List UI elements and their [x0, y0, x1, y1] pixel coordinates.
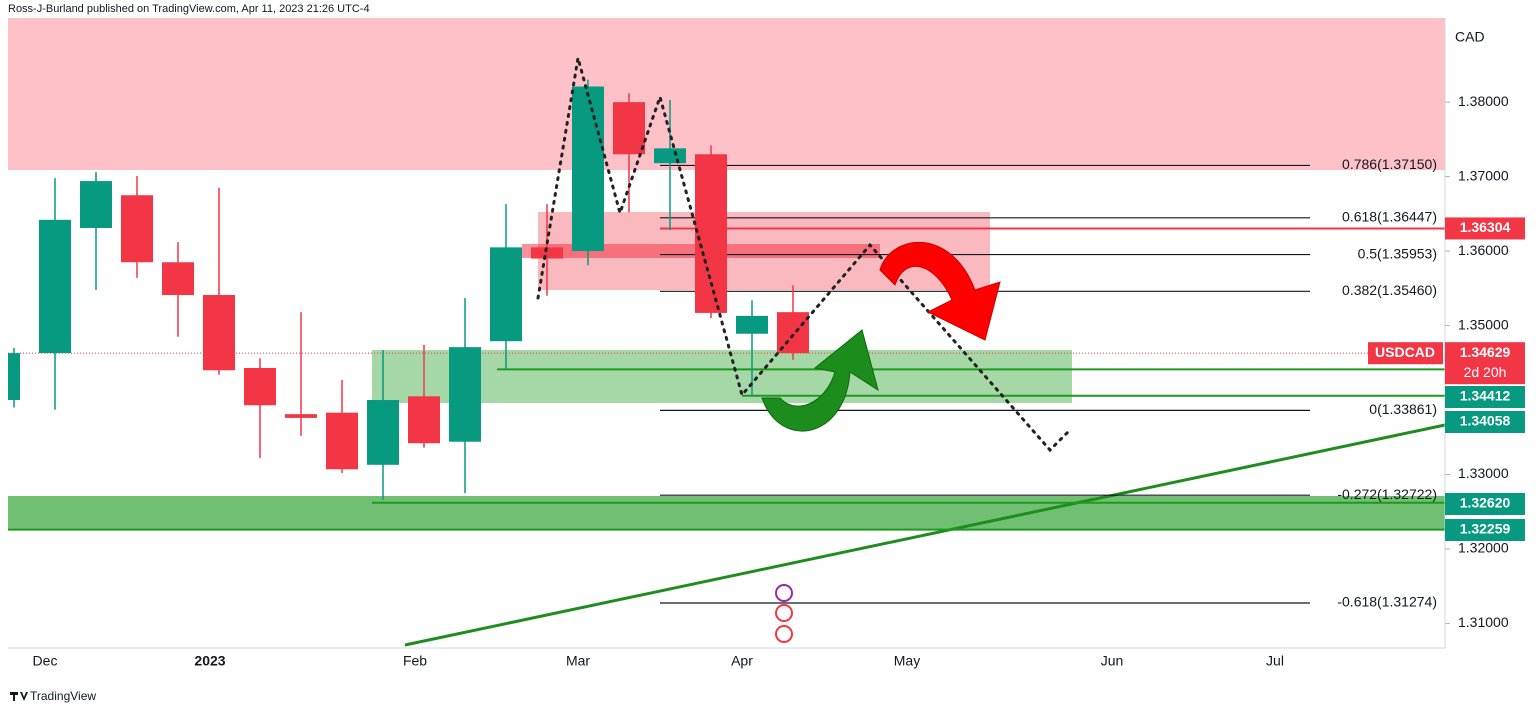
fib-label: 0.618(1.36447) [1342, 209, 1437, 225]
fib-label: 0.5(1.35953) [1358, 245, 1437, 261]
price-label: 1.34412 [1460, 388, 1511, 404]
candle-body [531, 247, 563, 259]
y-tick-label: 1.35000 [1458, 316, 1509, 332]
x-tick-label: Jun [1101, 653, 1124, 669]
x-tick-label: Apr [731, 653, 753, 669]
candle-body [203, 295, 235, 371]
candle-body [162, 262, 194, 296]
pattern-path [536, 57, 1072, 453]
candle-body [39, 219, 71, 354]
header: Ross-J-Burland published on TradingView.… [8, 3, 370, 15]
event-icons [775, 584, 793, 643]
symbol-box [1368, 342, 1443, 365]
candle-body [367, 400, 399, 465]
price-label-box [1445, 519, 1525, 541]
logo [10, 692, 28, 701]
price-label-box [1445, 411, 1525, 433]
candle-body [613, 102, 645, 155]
candle-body [449, 347, 481, 442]
fib-label: -0.272(1.32722) [1337, 486, 1437, 502]
fib-label: -0.618(1.31274) [1337, 594, 1437, 610]
symbol-label: USDCAD [1375, 344, 1435, 360]
up-arrow [761, 329, 879, 432]
price-label-box [1445, 386, 1525, 408]
candle-body [121, 195, 153, 263]
support-zone [8, 496, 1445, 530]
x-tick-label: Mar [566, 653, 590, 669]
candle-body [80, 181, 112, 228]
candle-body [654, 148, 686, 164]
candle-body [326, 412, 358, 470]
candle-body [408, 396, 440, 444]
price-label: 1.32259 [1460, 521, 1511, 537]
x-tick-label: 2023 [194, 653, 225, 669]
price-label: 1.36304 [1460, 219, 1511, 235]
footer: TradingView [30, 689, 96, 703]
x-tick-label: Feb [403, 653, 427, 669]
candle-body [490, 247, 522, 342]
y-tick-label: 1.33000 [1458, 465, 1509, 481]
y-tick-label: 1.32000 [1458, 540, 1509, 556]
y-tick-label: 1.31000 [1458, 614, 1509, 630]
demand-zone [372, 350, 1072, 403]
y-tick-label: 1.36000 [1458, 242, 1509, 258]
fib-label: 0.382(1.35460) [1342, 282, 1437, 298]
candle-body [285, 414, 317, 418]
resistance-zone [8, 18, 1445, 170]
price-label-box [1445, 217, 1525, 240]
candle-body [572, 86, 604, 252]
y-axis-label: CAD [1455, 29, 1485, 45]
candle-body [8, 353, 20, 401]
fib-label: 0.786(1.37150) [1342, 156, 1437, 172]
price-label: 1.32620 [1460, 495, 1511, 511]
price-label-box [1445, 493, 1525, 515]
fib-label: 0(1.33861) [1369, 401, 1437, 417]
y-tick-label: 1.37000 [1458, 167, 1509, 183]
x-tick-label: Jul [1266, 653, 1284, 669]
x-tick-label: Dec [33, 653, 58, 669]
candle-body [695, 154, 727, 313]
price-label: 1.34058 [1460, 413, 1511, 429]
x-tick-label: May [894, 653, 920, 669]
last-price-label: 1.34629 [1460, 344, 1511, 360]
countdown: 2d 20h [1464, 364, 1507, 380]
candle-body [244, 368, 276, 406]
last-price-box [1445, 342, 1525, 385]
y-tick-label: 1.38000 [1458, 93, 1509, 109]
down-arrow [879, 241, 1001, 341]
candle-body [736, 315, 768, 334]
trend-line [404, 423, 1446, 647]
